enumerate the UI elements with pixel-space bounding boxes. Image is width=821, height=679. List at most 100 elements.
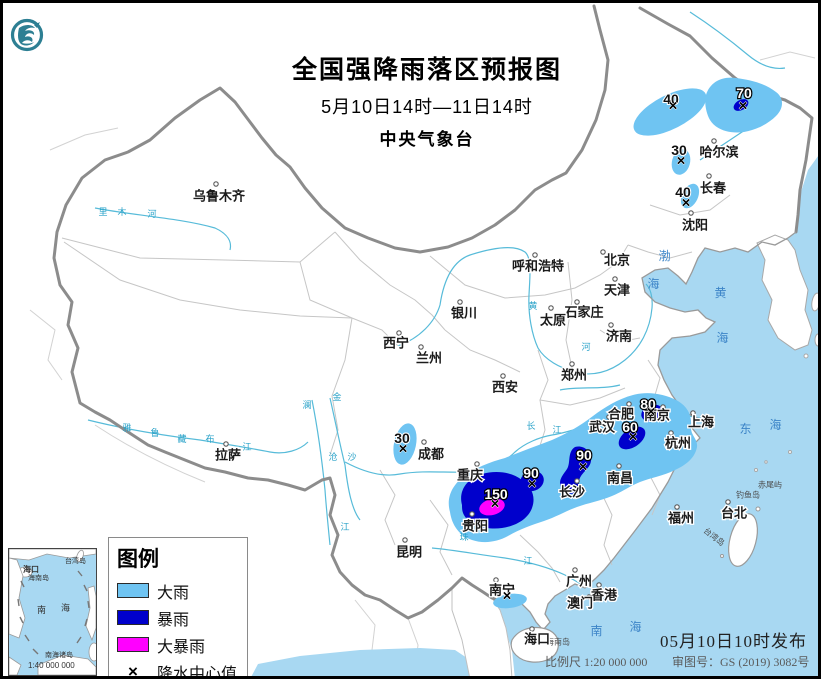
city-dot bbox=[626, 401, 632, 407]
severe-rainstorm-swatch bbox=[117, 637, 149, 652]
city-dot bbox=[608, 322, 614, 328]
precip-center-cross: × bbox=[629, 429, 638, 446]
city-label: 杭州 bbox=[665, 436, 691, 451]
precip-center-cross: × bbox=[677, 153, 686, 170]
inset-haikou-label: 海口 bbox=[23, 565, 39, 574]
river-label: 江 bbox=[552, 425, 561, 435]
city-label: 太原 bbox=[539, 313, 566, 328]
city-label: 成都 bbox=[418, 447, 444, 462]
city-dot bbox=[574, 299, 580, 305]
city-dot bbox=[569, 361, 575, 367]
foreign-boundaries bbox=[29, 51, 816, 671]
city-label: 南京 bbox=[644, 408, 670, 423]
issue-time: 05月10日10时发布 bbox=[660, 632, 807, 651]
province-boundaries bbox=[61, 194, 731, 583]
island-label: 海南岛 bbox=[546, 637, 570, 647]
river-label: 珠 bbox=[459, 531, 468, 542]
islands bbox=[510, 506, 761, 663]
island-label: 钓鱼岛 bbox=[736, 490, 760, 500]
city-label: 哈尔滨 bbox=[699, 145, 738, 160]
city-label: 兰州 bbox=[416, 351, 442, 366]
city-dot bbox=[457, 299, 463, 305]
city-label: 乌鲁木齐 bbox=[193, 189, 246, 204]
rainstorm-label: 暴雨 bbox=[157, 611, 190, 629]
city-dot bbox=[586, 594, 592, 600]
rain-value: 90 bbox=[576, 447, 592, 463]
foreign-land bbox=[451, 234, 821, 679]
city-dot bbox=[606, 414, 612, 420]
agency-name: 中央气象台 bbox=[379, 130, 475, 149]
city-label: 澳门 bbox=[567, 596, 593, 611]
city-dot bbox=[674, 504, 680, 510]
river-label: 江 bbox=[340, 522, 349, 532]
legend-row-heavy-rain: 大雨 bbox=[117, 577, 239, 604]
logo-dragon-glyph bbox=[18, 25, 35, 46]
city-label: 西安 bbox=[492, 380, 518, 395]
city-dot bbox=[474, 461, 480, 467]
inset-map bbox=[9, 549, 96, 675]
page-title: 全国强降雨落区预报图 bbox=[291, 56, 562, 84]
sea-labels: 渤海黄海东 海南海 bbox=[590, 249, 782, 638]
river-label: 雅 bbox=[122, 422, 131, 433]
city-dot bbox=[418, 344, 424, 350]
rain-value: 80 bbox=[640, 396, 656, 412]
city-label: 北京 bbox=[604, 253, 630, 268]
city-dot bbox=[572, 567, 578, 573]
cross-symbol: × bbox=[128, 661, 138, 679]
precip-center-cross: × bbox=[647, 404, 656, 421]
sea-label: 渤 bbox=[658, 249, 671, 263]
approval-number: 审图号：GS (2019) 3082号 bbox=[672, 655, 810, 669]
city-dot bbox=[529, 626, 535, 632]
rain-value: 60 bbox=[622, 419, 638, 435]
city-dot bbox=[500, 373, 506, 379]
map-header: 全国强降雨落区预报图 5月10日14时—11日14时 中央气象台 bbox=[252, 50, 602, 150]
inset-scale-label: 1:40 000 000 bbox=[28, 661, 75, 670]
precip-center-cross: × bbox=[579, 459, 588, 476]
river-label: 澜 bbox=[302, 400, 311, 410]
city-dot bbox=[616, 463, 622, 469]
legend-title: 图例 bbox=[117, 548, 159, 571]
city-dot bbox=[688, 210, 694, 216]
precip-center-cross: × bbox=[491, 496, 500, 513]
severe-rainstorm-areas bbox=[479, 498, 505, 516]
city-label: 长沙 bbox=[559, 485, 585, 500]
precip-center-cross: × bbox=[669, 98, 678, 115]
rain-value: 90 bbox=[523, 465, 539, 481]
city-dot bbox=[532, 252, 538, 258]
city-dot bbox=[421, 439, 427, 445]
precip-center-cross: × bbox=[528, 476, 537, 493]
city-label: 武汉 bbox=[589, 420, 616, 435]
city-dot bbox=[612, 276, 618, 282]
city-label: 西宁 bbox=[383, 336, 409, 351]
sea-label: 东 bbox=[739, 422, 752, 436]
river-label: 藏 bbox=[177, 433, 186, 444]
city-label: 沈阳 bbox=[682, 218, 708, 233]
legend-row-rainstorm: 暴雨 bbox=[117, 604, 239, 631]
inset-taiwan-label: 台湾岛 bbox=[65, 558, 86, 565]
city-label: 天津 bbox=[604, 283, 630, 298]
rainfall-value-markers: 40×70×30×40×30×90×90×60×80×150×× bbox=[393, 84, 753, 605]
city-label: 南昌 bbox=[607, 471, 633, 486]
city-label: 郑州 bbox=[561, 368, 587, 383]
rain-value: 40 bbox=[663, 91, 679, 107]
river-label: 河 bbox=[147, 208, 156, 219]
sea-label: 南 bbox=[590, 623, 603, 638]
legend-row-severe-rainstorm: 大暴雨 bbox=[117, 631, 239, 658]
inset-islands-label: 南海诸岛 bbox=[45, 652, 73, 659]
precip-center-cross: × bbox=[503, 588, 512, 605]
rain-value: 30 bbox=[394, 430, 410, 446]
sea-label: 海 bbox=[769, 417, 782, 432]
city-label: 贵阳 bbox=[462, 519, 488, 534]
city-label: 香港 bbox=[590, 588, 618, 603]
river-label: 黄 bbox=[528, 300, 537, 311]
city-dot bbox=[223, 441, 229, 447]
inset-sea-label-1: 南 bbox=[37, 605, 47, 615]
city-label: 拉萨 bbox=[215, 448, 241, 463]
island-label: 赤尾屿 bbox=[758, 481, 782, 490]
river-label: 鲁 bbox=[150, 427, 159, 438]
forecast-period: 5月10日14时—11日14时 bbox=[321, 97, 533, 117]
city-label: 石家庄 bbox=[563, 305, 603, 320]
city-dot bbox=[402, 537, 408, 543]
